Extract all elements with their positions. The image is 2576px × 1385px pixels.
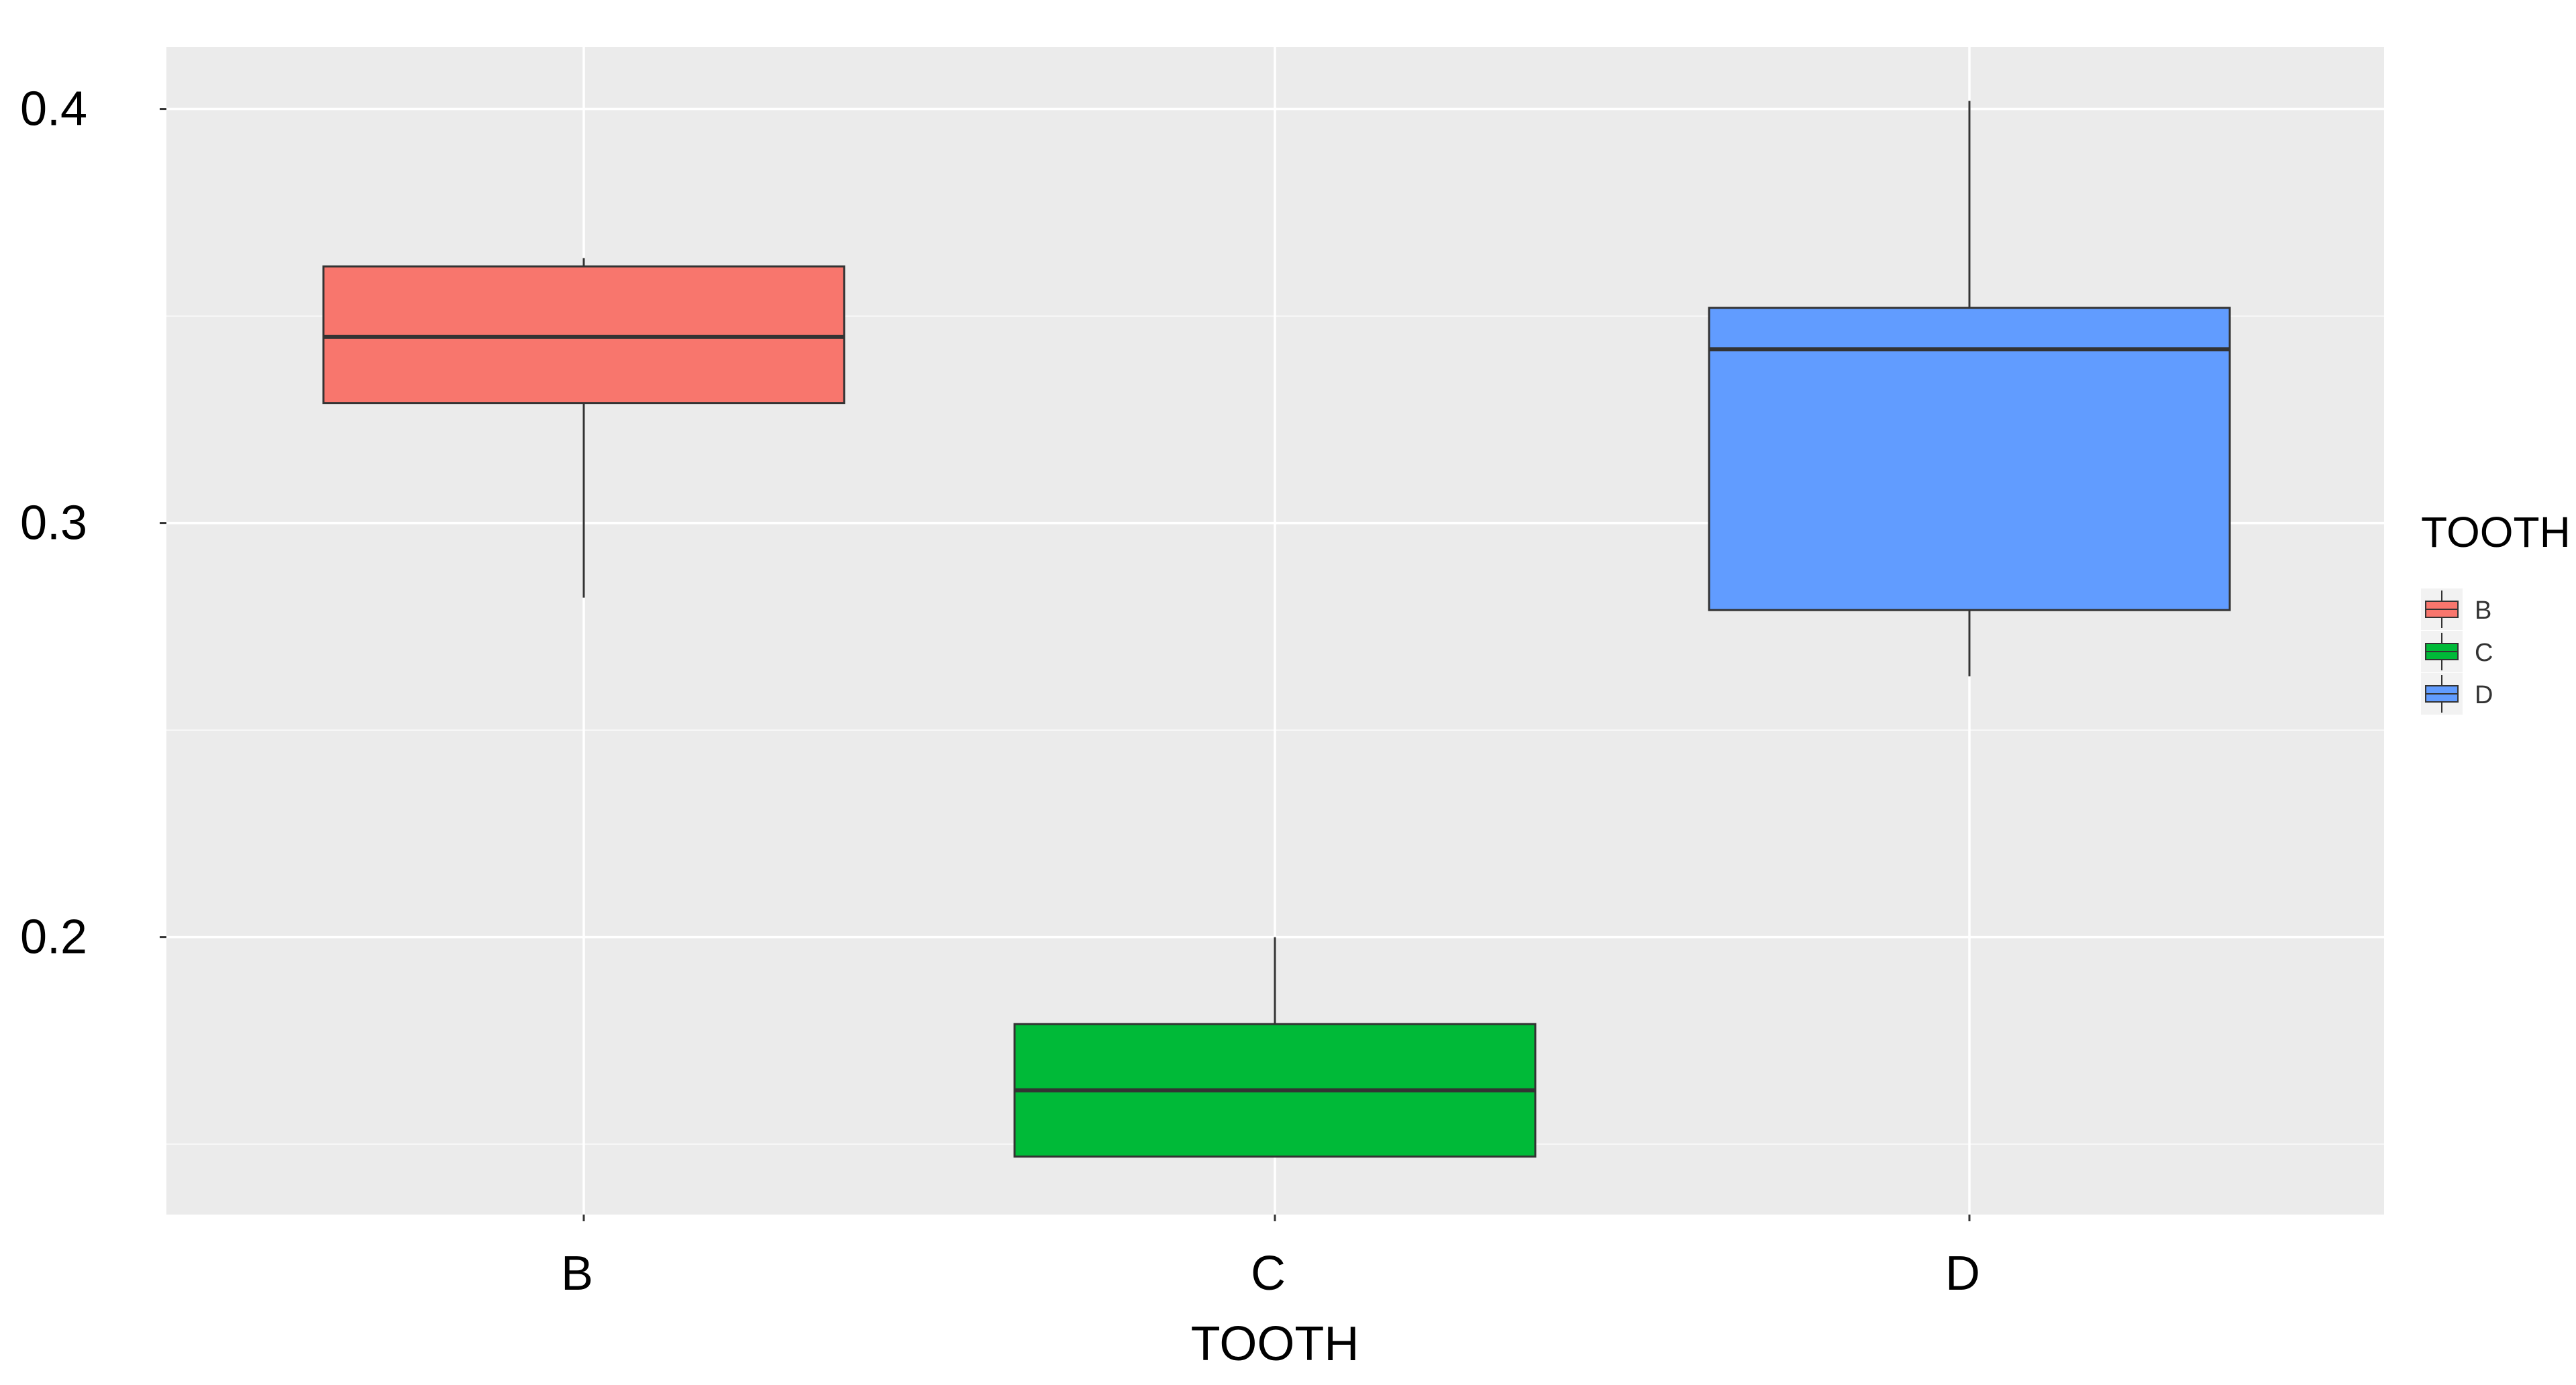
legend-item-C: C [2421, 631, 2493, 672]
legend-key-label: B [2475, 597, 2491, 625]
y-tick-label: 0.2 [20, 911, 87, 964]
legend-item-D: D [2421, 673, 2493, 715]
box-D [1708, 101, 2231, 676]
x-tick-label: D [1945, 1247, 1980, 1300]
legend-key-label: D [2475, 681, 2493, 709]
x-tick-label: C [1251, 1247, 1286, 1300]
box-B [322, 258, 845, 598]
box-C [1013, 937, 1537, 1158]
y-tick-label: 0.4 [20, 83, 87, 136]
box-body [1708, 307, 2231, 611]
legend-title: TOOTH [2421, 508, 2571, 556]
legend-item-B: B [2421, 588, 2491, 630]
legend-key-label: C [2475, 639, 2493, 667]
x-axis-ticks: B C D [561, 1215, 1980, 1300]
boxes [322, 101, 2231, 1158]
box-body [322, 265, 845, 405]
x-tick-label: B [561, 1247, 593, 1300]
y-tick-label: 0.3 [20, 497, 87, 550]
x-axis-title: TOOTH [1191, 1317, 1359, 1371]
legend: TOOTH BCD [2421, 508, 2571, 715]
y-axis-ticks: 0.2 0.3 0.4 [20, 83, 166, 964]
